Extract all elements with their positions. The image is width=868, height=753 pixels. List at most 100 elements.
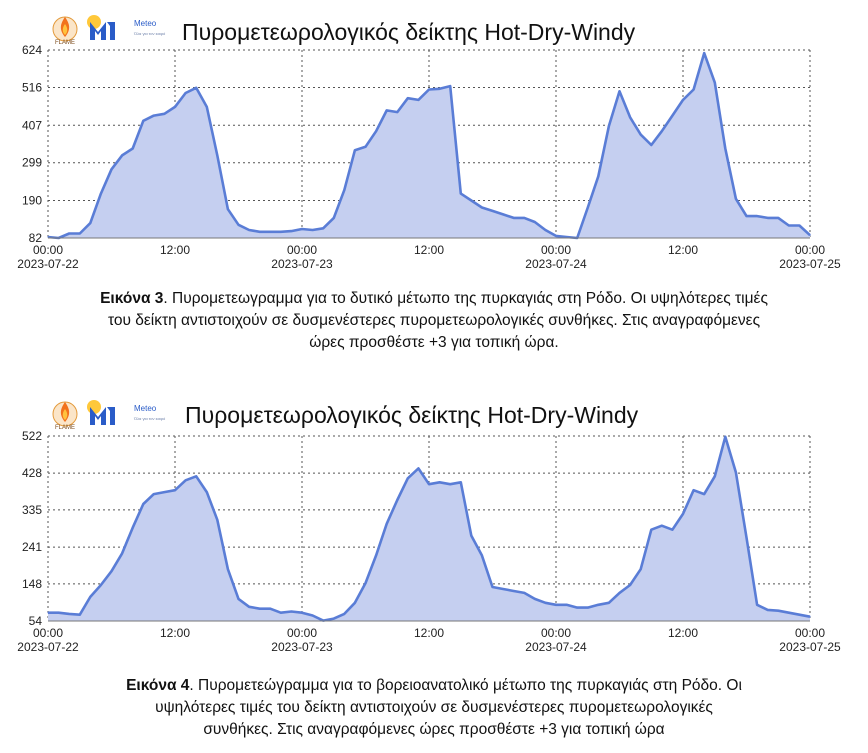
- data-point: [714, 82, 716, 84]
- data-point: [417, 467, 419, 469]
- figure-4: FLAME Meteo Όλα για τον καιρό Πυρομετεωρ…: [0, 385, 868, 753]
- meteo-logo-text: Meteo: [134, 19, 157, 28]
- x-tick-label: 12:00: [414, 243, 444, 257]
- data-point: [364, 582, 367, 584]
- data-point: [227, 568, 229, 570]
- data-point: [269, 608, 271, 610]
- data-point: [248, 229, 250, 231]
- data-point: [809, 616, 811, 618]
- data-point: [68, 232, 70, 235]
- x-date-label: 2023-07-24: [525, 640, 587, 654]
- data-point: [798, 224, 801, 227]
- y-tick-label: 516: [22, 80, 42, 94]
- data-point: [216, 154, 218, 156]
- data-point: [132, 527, 134, 529]
- data-point: [587, 607, 589, 609]
- data-point: [396, 111, 398, 113]
- x-tick-label: 00:00: [541, 243, 571, 257]
- data-point: [523, 592, 525, 594]
- data-point: [608, 125, 610, 127]
- data-point: [364, 146, 367, 148]
- data-point: [354, 602, 356, 604]
- x-tick-label: 12:00: [414, 626, 444, 640]
- meteo-logo-icon: Meteo Όλα για τον καιρό: [87, 400, 166, 425]
- data-point: [724, 147, 726, 150]
- y-tick-label: 54: [29, 614, 43, 628]
- data-point: [555, 604, 557, 606]
- data-point: [280, 612, 282, 614]
- data-point: [460, 193, 462, 195]
- data-point: [174, 489, 176, 491]
- data-point: [555, 235, 557, 237]
- data-point: [216, 519, 218, 521]
- data-point: [566, 604, 568, 606]
- x-tick-label: 00:00: [287, 626, 317, 640]
- data-point: [259, 608, 261, 610]
- data-point: [566, 236, 568, 238]
- flame-logo-icon: FLAME: [52, 401, 78, 431]
- x-tick-label: 00:00: [795, 626, 825, 640]
- chart-title: Πυρομετεωρολογικός δείκτης Hot-Dry-Windy: [185, 402, 639, 428]
- data-point: [544, 229, 547, 231]
- data-point: [661, 525, 663, 527]
- data-point: [502, 588, 504, 590]
- x-tick-label: 00:00: [33, 626, 63, 640]
- data-point: [132, 147, 134, 150]
- data-point: [407, 477, 409, 479]
- data-point: [290, 230, 292, 232]
- data-point: [460, 481, 462, 483]
- data-point: [788, 224, 790, 227]
- data-point: [174, 106, 176, 108]
- data-point: [502, 213, 504, 215]
- caption-label: Εικόνα 4: [126, 677, 190, 694]
- data-point: [375, 554, 377, 556]
- data-point: [163, 491, 165, 493]
- data-point: [195, 87, 197, 89]
- x-tick-label: 00:00: [541, 626, 571, 640]
- data-point: [142, 503, 144, 505]
- x-tick-label: 00:00: [287, 243, 317, 257]
- data-point: [195, 475, 197, 477]
- data-point: [629, 584, 631, 586]
- x-date-label: 2023-07-23: [271, 257, 333, 271]
- data-point: [735, 198, 737, 200]
- data-point: [121, 552, 123, 554]
- data-point: [142, 120, 144, 122]
- data-point: [354, 149, 356, 151]
- y-tick-label: 190: [22, 194, 42, 208]
- data-point: [481, 206, 483, 209]
- y-tick-label: 522: [22, 429, 42, 443]
- data-point: [428, 88, 430, 91]
- data-point: [237, 224, 240, 226]
- data-point: [745, 215, 748, 217]
- data-point: [798, 614, 801, 616]
- data-point: [481, 554, 483, 556]
- x-date-label: 2023-07-22: [17, 640, 79, 654]
- y-tick-label: 82: [29, 231, 43, 245]
- data-point: [449, 483, 451, 485]
- data-point: [439, 481, 441, 483]
- chart-title: Πυρομετεωρολογικός δείκτης Hot-Dry-Windy: [182, 19, 636, 45]
- data-point: [153, 493, 155, 495]
- data-point: [269, 231, 271, 233]
- data-point: [534, 221, 536, 223]
- data-point: [777, 610, 779, 612]
- data-point: [513, 217, 515, 219]
- data-point: [227, 208, 229, 210]
- data-point: [396, 499, 398, 501]
- data-point: [280, 231, 282, 233]
- data-point: [386, 109, 388, 111]
- y-tick-label: 624: [22, 43, 42, 57]
- data-point: [724, 436, 726, 438]
- caption-3: Εικόνα 3. Πυρομετεωγραμμα για το δυτικό …: [0, 288, 868, 354]
- figure-3: FLAME Meteo Όλα για τον καιρό Πυρομετεωρ…: [0, 15, 868, 354]
- data-point: [110, 570, 113, 572]
- caption-line: . Πυρομετεωγραμμα για το δυτικό μέτωπο τ…: [163, 290, 768, 307]
- data-point: [417, 99, 419, 101]
- data-point: [163, 113, 165, 115]
- data-point: [248, 606, 250, 608]
- data-point: [735, 471, 737, 473]
- caption-line: συνθήκες. Στις αναγραφόμενες ώρες προσθέ…: [203, 721, 665, 738]
- data-point: [237, 598, 240, 600]
- series-area: [48, 53, 810, 238]
